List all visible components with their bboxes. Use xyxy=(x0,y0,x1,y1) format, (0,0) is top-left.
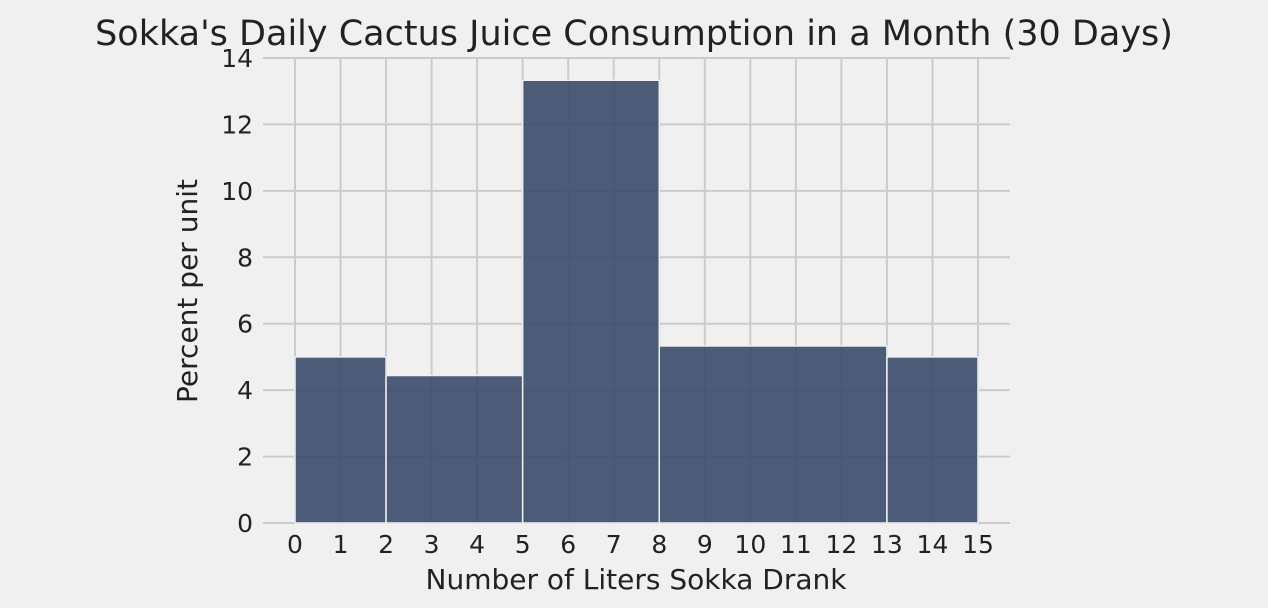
y-tick-label: 0 xyxy=(237,509,253,538)
x-tick-label: 3 xyxy=(424,530,440,559)
y-tick-label: 10 xyxy=(221,177,253,206)
x-tick-label: 15 xyxy=(962,530,994,559)
x-tick-labels: 0 1 2 3 4 5 6 7 8 9 10 11 12 13 14 15 xyxy=(287,530,994,559)
x-tick-label: 1 xyxy=(333,530,349,559)
y-tick-label: 6 xyxy=(237,310,253,339)
x-tick-label: 10 xyxy=(734,530,766,559)
x-tick-label: 14 xyxy=(917,530,949,559)
x-tick-label: 12 xyxy=(825,530,857,559)
x-tick-label: 7 xyxy=(606,530,622,559)
y-tick-label: 2 xyxy=(237,443,253,472)
y-tick-labels: 0 2 4 6 8 10 12 14 xyxy=(221,44,253,538)
histogram-bar xyxy=(521,79,661,524)
histogram-bar xyxy=(886,356,979,524)
x-tick-label: 9 xyxy=(697,530,713,559)
y-tick-label: 14 xyxy=(221,44,253,73)
x-axis-label: Number of Liters Sokka Drank xyxy=(426,563,848,596)
x-tick-label: 4 xyxy=(469,530,485,559)
y-tick-label: 4 xyxy=(237,376,253,405)
x-tick-label: 8 xyxy=(651,530,667,559)
x-tick-label: 11 xyxy=(780,530,812,559)
x-tick-label: 0 xyxy=(287,530,303,559)
bars xyxy=(294,79,979,524)
y-tick-label: 12 xyxy=(221,110,253,139)
x-tick-label: 2 xyxy=(378,530,394,559)
histogram-bar xyxy=(294,356,387,524)
x-tick-label: 5 xyxy=(515,530,531,559)
y-axis-label: Percent per unit xyxy=(171,179,204,403)
x-tick-label: 6 xyxy=(560,530,576,559)
chart-title: Sokka's Daily Cactus Juice Consumption i… xyxy=(95,14,1173,54)
y-tick-label: 8 xyxy=(237,243,253,272)
x-tick-label: 13 xyxy=(871,530,903,559)
histogram-bar xyxy=(658,345,888,524)
histogram-bar xyxy=(385,374,524,524)
